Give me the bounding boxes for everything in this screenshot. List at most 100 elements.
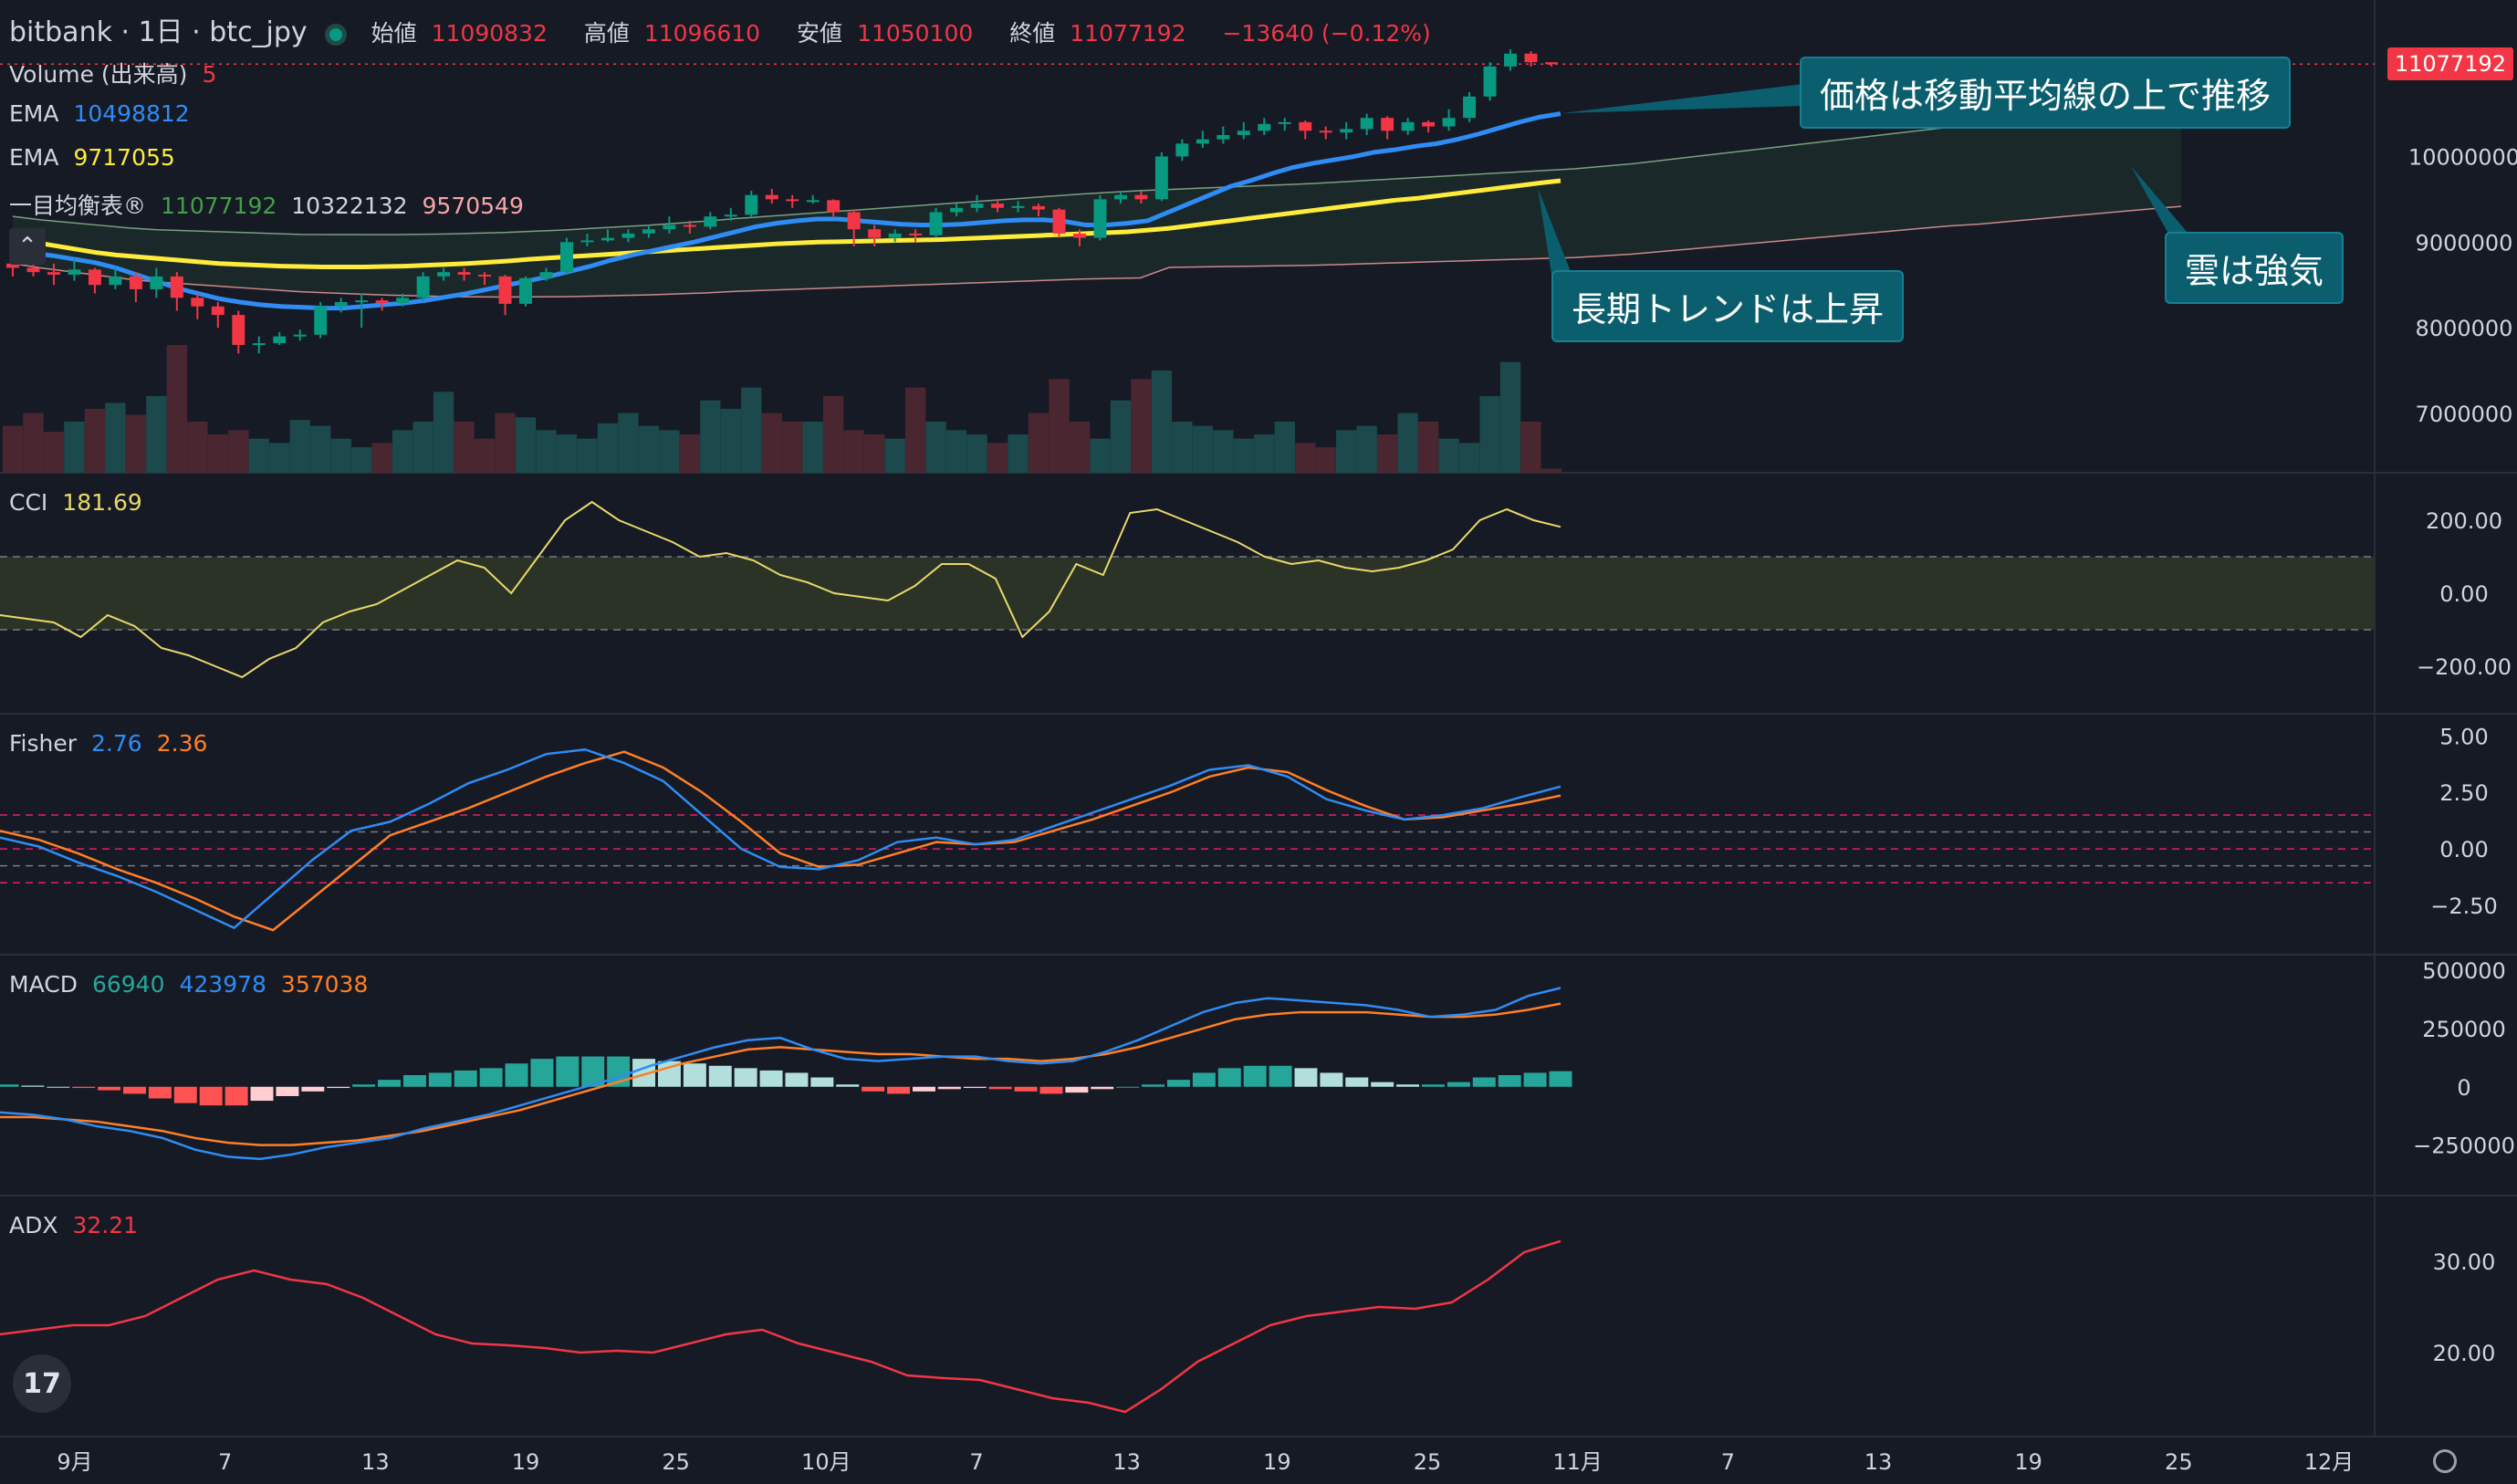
candle-body (1442, 118, 1456, 127)
ichimoku-legend[interactable]: 一目均衡表® 11077192 10322132 9570549 (9, 188, 538, 221)
macd-v2: 423978 (179, 971, 266, 998)
macd-hist-bar (963, 1086, 987, 1089)
volume-bar (1377, 434, 1398, 473)
fisher-legend[interactable]: Fisher 2.76 2.36 (9, 730, 222, 757)
ichimoku-cloud (12, 100, 2182, 298)
macd-hist-bar (683, 1063, 706, 1087)
candle-body (1134, 194, 1148, 200)
volume-bar (945, 430, 967, 473)
fisher-tick-label: −2.50 (2430, 894, 2498, 919)
candle-body (1381, 118, 1394, 131)
annotation-price-above-ma[interactable]: 価格は移動平均線の上で推移 (1800, 57, 2292, 129)
ema2-legend[interactable]: EMA 9717055 (9, 144, 190, 171)
candle-body (724, 214, 737, 217)
macd-tick-label: −250000 (2413, 1134, 2515, 1159)
low-value: 11050100 (857, 20, 974, 47)
macd-hist-bar (352, 1084, 376, 1087)
time-tick-label: 11月 (1552, 1449, 1603, 1475)
volume-bar (597, 423, 619, 473)
settings-gear-icon[interactable] (2433, 1449, 2457, 1473)
senkou-b-line (12, 205, 2182, 298)
candle-body (601, 237, 614, 241)
candle-body (1217, 134, 1230, 140)
macd-hist-bar (1039, 1086, 1063, 1094)
status-dot-icon (329, 28, 342, 41)
candle-body (519, 277, 532, 304)
macd-hist-bar (276, 1086, 299, 1096)
volume-bar (577, 438, 598, 473)
time-axis: 9月 7 13 19 25 10月 7 13 19 25 11月 7 13 19 25 12月 (57, 84, 2354, 1475)
adx-tick-label: 30.00 (2433, 1249, 2496, 1275)
volume-bar (392, 430, 413, 473)
candle-body (1463, 96, 1477, 119)
candle-body (1299, 121, 1312, 131)
volume-bar (1090, 438, 1111, 473)
candle-body (170, 276, 183, 298)
time-tick-label: 19 (512, 1449, 540, 1475)
volume-bar (1499, 361, 1521, 473)
candle-body (88, 269, 101, 286)
macd-hist-bar (454, 1070, 477, 1087)
macd-hist-bar (862, 1086, 885, 1092)
macd-hist-bar (1217, 1068, 1241, 1087)
candle-body (1032, 205, 1045, 210)
macd-hist-bar (1014, 1086, 1038, 1092)
macd-hist-bar (1166, 1080, 1190, 1087)
annotation-long-term-uptrend[interactable]: 長期トレンドは上昇 (1551, 270, 1905, 342)
ema-fast-line (12, 111, 1561, 311)
candle-body (1175, 143, 1189, 157)
cci-tick-label: −200.00 (2417, 654, 2512, 680)
macd-legend[interactable]: MACD 66940 423978 357038 (9, 971, 382, 998)
macd-hist-bar (1116, 1086, 1140, 1088)
macd-hist-bar (98, 1086, 121, 1091)
macd-hist-bar (988, 1086, 1012, 1090)
candle-body (539, 272, 553, 278)
volume-bar (310, 425, 331, 473)
candle-body (559, 242, 573, 273)
candle-body (1360, 118, 1373, 130)
adx-value: 32.21 (72, 1212, 139, 1238)
macd-hist-bar (1294, 1068, 1318, 1087)
candle-body (704, 216, 717, 227)
candle-body (26, 267, 40, 273)
volume-bar (1458, 443, 1480, 473)
cci-tick-label: 200.00 (2426, 508, 2502, 534)
last-price-tag: 11077192 (2386, 47, 2513, 80)
symbol-title[interactable]: bitbank · 1日 · btc_jpy (9, 16, 308, 48)
macd-hist-bar (1371, 1082, 1394, 1087)
volume-bar (1254, 434, 1275, 473)
volume-bar (659, 430, 680, 473)
volume-bar (2, 425, 24, 473)
adx-legend[interactable]: ADX 32.21 (9, 1212, 152, 1238)
volume-bar (1274, 422, 1295, 473)
tradingview-logo-icon[interactable]: 17 (13, 1354, 71, 1413)
macd-hist-bar (1345, 1077, 1369, 1087)
candle-body (457, 272, 471, 275)
candle-body (683, 225, 696, 227)
volume-bar (1131, 379, 1152, 473)
macd-hist-bar (1498, 1075, 1521, 1087)
macd-hist-bar (1243, 1065, 1267, 1087)
macd-tick-label: 0 (2457, 1075, 2470, 1101)
volume-bars (2, 345, 1562, 473)
cci-legend[interactable]: CCI 181.69 (9, 489, 157, 516)
high-value: 11096610 (643, 20, 761, 47)
time-tick-label: 7 (1721, 1449, 1735, 1475)
ema1-label: EMA (9, 100, 59, 127)
volume-bar (1438, 438, 1459, 473)
volume-bar (843, 430, 864, 473)
volume-bar (1295, 443, 1316, 473)
annotation-cloud-bullish[interactable]: 雲は強気 (2165, 232, 2345, 304)
macd-label: MACD (9, 971, 78, 998)
macd-hist-bar (912, 1086, 935, 1092)
volume-bar (330, 438, 351, 473)
chevron-up-icon[interactable]: ⌃ (9, 228, 46, 265)
macd-hist-bar (72, 1086, 96, 1089)
time-tick-label: 9月 (57, 1449, 92, 1475)
volume-label: Volume (出来高) (9, 61, 188, 88)
fisher-tick-label: 5.00 (2439, 724, 2488, 749)
volume-legend[interactable]: Volume (出来高) 5 (9, 57, 231, 89)
volume-bar (1540, 468, 1562, 473)
volume-bar (966, 434, 987, 473)
ema1-legend[interactable]: EMA 10498812 (9, 100, 204, 127)
